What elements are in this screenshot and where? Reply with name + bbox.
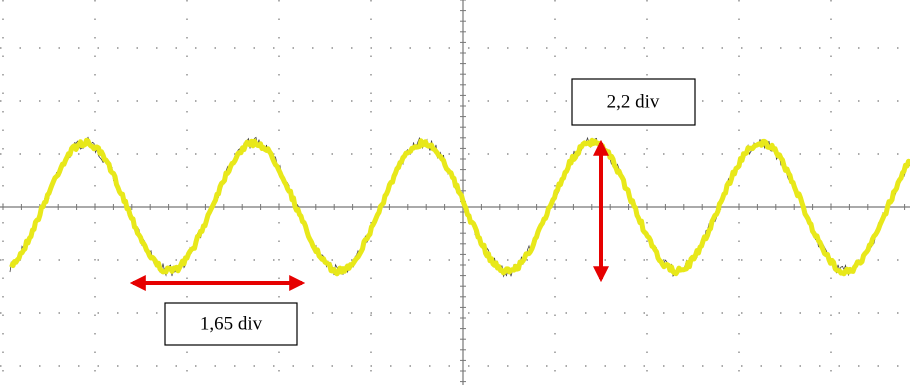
period-label: 1,65 div bbox=[200, 313, 263, 334]
oscilloscope-screen: 2,2 div 1,65 div bbox=[0, 0, 910, 385]
grid bbox=[0, 0, 910, 385]
amplitude-label: 2,2 div bbox=[607, 91, 660, 112]
